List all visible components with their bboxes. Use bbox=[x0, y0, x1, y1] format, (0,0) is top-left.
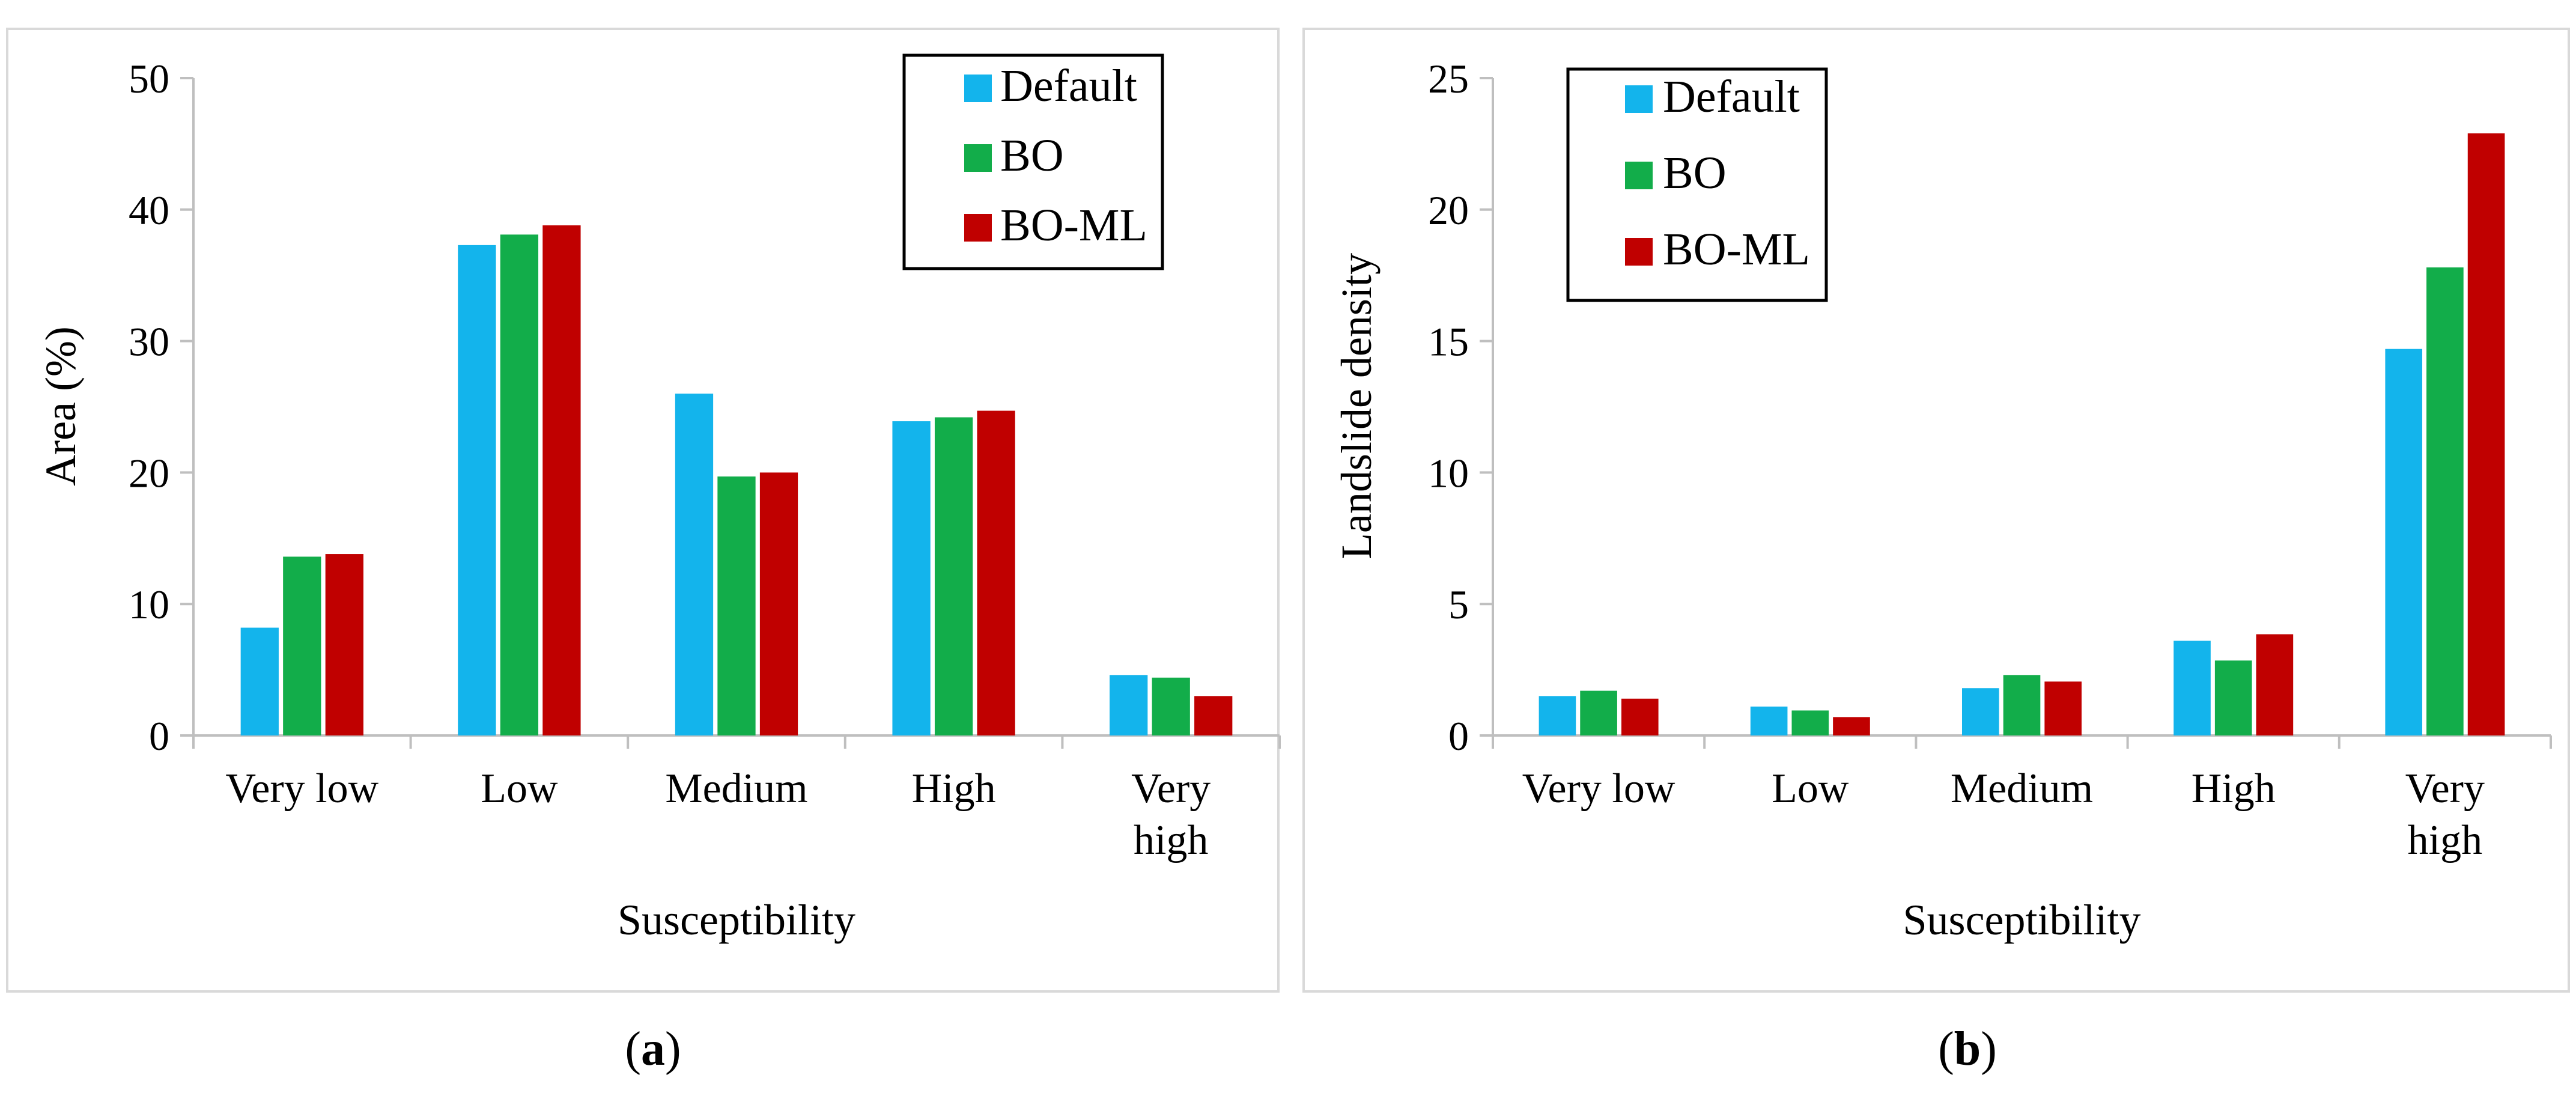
chart-b-legend-label: Default bbox=[1663, 72, 1800, 122]
chart-b-legend-swatch-bo bbox=[1625, 162, 1653, 189]
chart-a-legend-label: BO-ML bbox=[1000, 200, 1147, 251]
chart-a-category-label: Medium bbox=[665, 766, 807, 812]
chart-a-bar-default bbox=[240, 627, 279, 735]
chart-b-y-tick-label: 20 bbox=[1428, 187, 1469, 233]
chart-a-category-label: Very bbox=[1131, 766, 1211, 812]
chart-a-y-tick-label: 0 bbox=[149, 713, 169, 759]
chart-a-bar-bo bbox=[1152, 677, 1190, 735]
chart-b-legend-swatch-default bbox=[1625, 85, 1653, 113]
chart-a-legend-swatch-default bbox=[964, 75, 992, 102]
chart-b-category-label: Very bbox=[2405, 766, 2485, 812]
chart-b-bar-bo-ml bbox=[2044, 681, 2082, 735]
chart-a-legend-swatch-bo-ml bbox=[964, 214, 992, 242]
chart-b-bar-bo bbox=[1580, 690, 1617, 735]
chart-a-bar-bo bbox=[934, 417, 973, 735]
chart-a-bar-default bbox=[458, 245, 496, 736]
chart-a-bar-bo bbox=[283, 556, 321, 735]
chart-a-y-tick-label: 20 bbox=[129, 450, 169, 496]
chart-a-bar-bo-ml bbox=[977, 410, 1015, 735]
chart-b-y-tick-label: 25 bbox=[1428, 56, 1469, 102]
chart-a-y-tick-label: 30 bbox=[129, 319, 169, 365]
chart-a-category-label: high bbox=[1134, 817, 1208, 863]
chart-b-category-label: Low bbox=[1772, 766, 1849, 812]
chart-a-legend-swatch-bo bbox=[964, 144, 992, 172]
chart-a-category-label: Very low bbox=[225, 766, 378, 812]
chart-b-legend-label: BO bbox=[1663, 148, 1727, 198]
chart-a-bar-bo bbox=[500, 234, 539, 735]
chart-b-y-tick-label: 5 bbox=[1448, 582, 1469, 627]
chart-a-legend-label: BO bbox=[1000, 130, 1064, 181]
chart-b-bar-bo-ml bbox=[2256, 634, 2294, 735]
chart-b-category-label: Very low bbox=[1522, 766, 1675, 812]
chart-a-bar-default bbox=[892, 421, 931, 735]
chart-b-bar-bo bbox=[2426, 267, 2464, 735]
chart-a-y-axis-title: Area (%) bbox=[37, 326, 85, 486]
chart-b-bar-bo-ml bbox=[2467, 133, 2505, 735]
chart-b-y-tick-label: 15 bbox=[1428, 319, 1469, 365]
chart-b-bar-default bbox=[1539, 696, 1576, 735]
chart-b-category-label: high bbox=[2408, 817, 2482, 863]
chart-a-legend-box bbox=[902, 53, 1164, 270]
chart-a-bar-default bbox=[675, 394, 714, 735]
chart-a-legend-label: Default bbox=[1000, 61, 1137, 111]
chart-b-category-label: Medium bbox=[1951, 766, 2093, 812]
chart-a-bar-bo-ml bbox=[542, 225, 581, 735]
chart-b-y-tick-label: 0 bbox=[1448, 713, 1469, 759]
chart-b-bar-default bbox=[1750, 706, 1788, 735]
chart-b-bar-default bbox=[2174, 641, 2211, 735]
chart-a-caption: (a) bbox=[625, 1023, 681, 1076]
chart-b-bar-bo bbox=[2003, 675, 2041, 735]
chart-a-bar-default bbox=[1110, 675, 1148, 735]
chart-b-frame bbox=[1302, 28, 2570, 993]
chart-a-caption-letter: a bbox=[641, 1023, 665, 1076]
chart-b-bar-bo-ml bbox=[1833, 717, 1870, 735]
chart-b-y-axis-title: Landslide density bbox=[1332, 253, 1381, 559]
chart-a-category-label: Low bbox=[481, 766, 558, 812]
chart-a-bar-bo-ml bbox=[325, 554, 363, 735]
chart-a-y-tick-label: 40 bbox=[129, 187, 169, 233]
chart-b-bar-bo bbox=[1791, 710, 1829, 735]
chart-b-legend-swatch-bo-ml bbox=[1625, 238, 1653, 266]
chart-a-y-tick-label: 50 bbox=[129, 56, 169, 102]
chart-b-bar-default bbox=[1962, 688, 1999, 735]
chart-b-bar-bo bbox=[2214, 660, 2252, 735]
chart-a-bar-bo bbox=[717, 476, 756, 735]
chart-b-caption-letter: b bbox=[1954, 1023, 1981, 1076]
chart-b-legend-box bbox=[1566, 67, 1828, 302]
chart-b-legend-label: BO-ML bbox=[1663, 224, 1810, 275]
chart-a-bar-bo-ml bbox=[759, 472, 798, 735]
chart-a-bar-bo-ml bbox=[1194, 696, 1233, 735]
chart-b-x-axis-title: Susceptibility bbox=[1903, 896, 2141, 944]
chart-b-category-label: High bbox=[2192, 766, 2276, 812]
chart-a-category-label: High bbox=[912, 766, 996, 812]
chart-b-caption: (b) bbox=[1938, 1023, 1997, 1076]
chart-a-x-axis-title: Susceptibility bbox=[618, 896, 855, 944]
chart-b-y-tick-label: 10 bbox=[1428, 450, 1469, 496]
chart-b-bar-bo-ml bbox=[1621, 698, 1659, 735]
chart-a-y-tick-label: 10 bbox=[129, 582, 169, 627]
chart-b-bar-default bbox=[2385, 349, 2423, 735]
